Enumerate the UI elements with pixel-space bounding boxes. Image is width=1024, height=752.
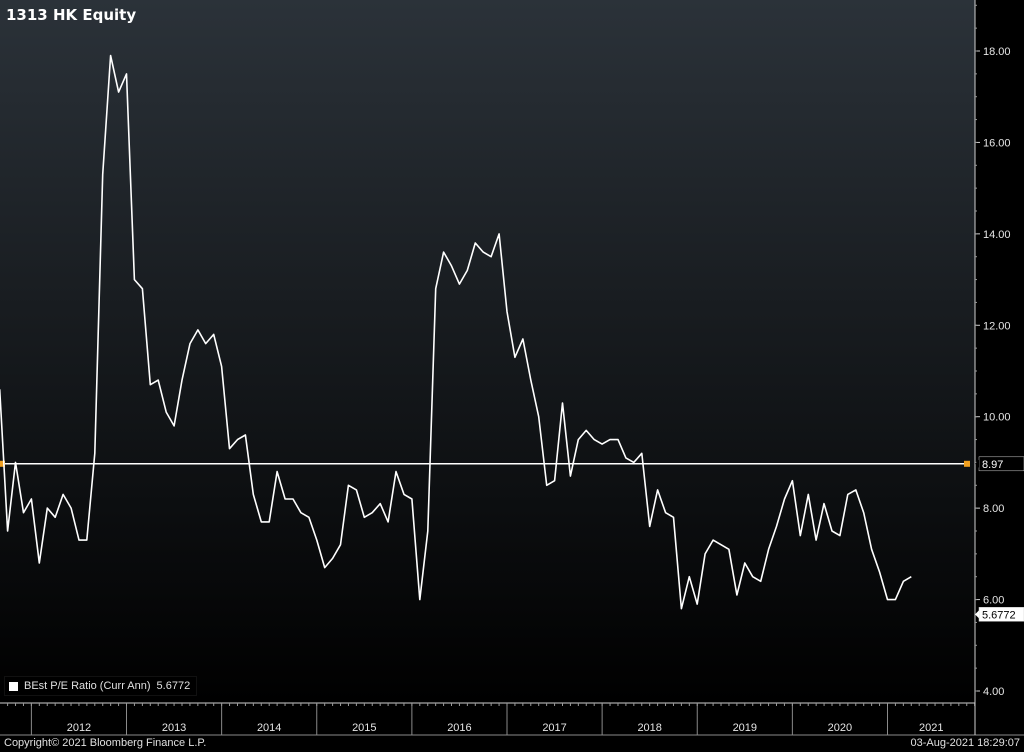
legend-value: 5.6772 xyxy=(156,680,191,692)
copyright-text: Copyright© 2021 Bloomberg Finance L.P. xyxy=(4,737,207,749)
reference-marker-right xyxy=(964,460,970,467)
y-tick-label: 6.00 xyxy=(983,595,1004,607)
x-tick-label: 2015 xyxy=(352,722,376,734)
last-value-label-text: 5.6772 xyxy=(982,609,1016,621)
chart-title: 1313 HK Equity xyxy=(6,6,137,24)
x-tick-label: 2017 xyxy=(542,722,566,734)
reference-value-label-pointer xyxy=(975,459,979,468)
x-tick-label: 2012 xyxy=(67,722,91,734)
value-labels: 8.97 5.6772 xyxy=(975,456,1024,622)
last-value-label-pointer xyxy=(975,610,979,619)
y-tick-label: 4.00 xyxy=(983,686,1004,698)
y-tick-label: 18.00 xyxy=(983,46,1011,58)
x-tick-label: 2014 xyxy=(257,722,281,734)
reference-line-group xyxy=(0,460,970,467)
legend-swatch xyxy=(9,681,18,691)
last-value-label: 5.6772 xyxy=(975,607,1024,622)
x-tick-label: 2013 xyxy=(162,722,186,734)
reference-value-label: 8.97 xyxy=(975,456,1024,472)
plot-background xyxy=(0,0,975,703)
series-layer xyxy=(0,54,912,610)
x-axis: 2012 2013 2014 2015 2016 2017 2018 2019 2020 2021 xyxy=(0,702,1024,736)
legend-label: BEst P/E Ratio (Curr Ann) xyxy=(24,680,151,692)
x-tick-label: 2016 xyxy=(447,722,471,734)
y-axis: 4.00 6.00 8.00 10.00 12.00 14.00 16.00 18.00 xyxy=(974,0,1011,735)
x-tick-label: 2021 xyxy=(919,722,943,734)
reference-value-label-text: 8.97 xyxy=(982,459,1003,471)
series-line xyxy=(0,54,912,610)
reference-marker-left xyxy=(0,460,5,467)
x-tick-label: 2020 xyxy=(828,722,852,734)
y-tick-label: 12.00 xyxy=(983,320,1011,332)
y-tick-label: 14.00 xyxy=(983,229,1011,241)
y-tick-label: 8.00 xyxy=(983,503,1004,515)
timestamp-text: 03-Aug-2021 18:29:07 xyxy=(910,737,1020,749)
y-tick-label: 10.00 xyxy=(983,412,1011,424)
y-tick-label: 16.00 xyxy=(983,137,1011,149)
x-tick-label: 2019 xyxy=(733,722,757,734)
x-tick-label: 2018 xyxy=(637,722,661,734)
legend: BEst P/E Ratio (Curr Ann) 5.6772 xyxy=(4,676,198,696)
